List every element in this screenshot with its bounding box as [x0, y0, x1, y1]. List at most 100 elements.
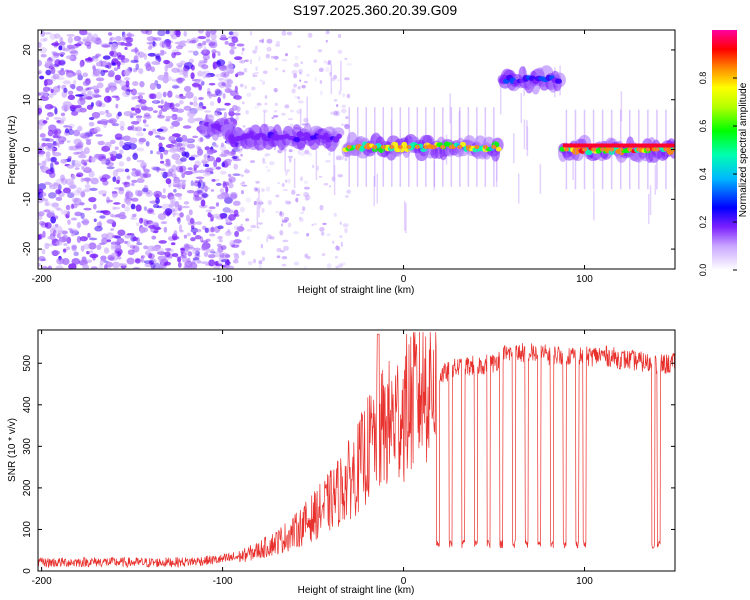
heatmap-cell — [86, 90, 92, 98]
heatmap-cell — [108, 151, 116, 156]
heatmap-cell — [106, 119, 114, 123]
heatmap-cell — [47, 129, 54, 137]
heatmap-cell — [74, 211, 83, 217]
heatmap-cell — [270, 55, 275, 59]
heatmap-cell — [63, 125, 70, 128]
bottom-axes: -200 -100 0 100 0 100 200 300 400 500 — [22, 330, 675, 587]
heatmap-cell — [297, 96, 300, 100]
heatmap-cell — [299, 151, 306, 157]
heatmap-cell — [482, 145, 488, 150]
heatmap-cell — [135, 189, 139, 196]
heatmap-cell — [304, 149, 310, 155]
heatmap-cell — [135, 222, 140, 226]
heatmap-cell — [210, 33, 217, 40]
heatmap-cell — [59, 52, 66, 56]
heatmap-cell — [321, 253, 326, 256]
heatmap-cell — [204, 170, 214, 175]
heatmap-cell — [114, 133, 123, 140]
heatmap-cell — [99, 259, 104, 266]
heatmap-cell — [281, 112, 285, 116]
heatmap-cell — [44, 202, 52, 207]
heatmap-cell — [211, 179, 216, 182]
heatmap-streak — [526, 120, 528, 151]
heatmap-cell — [115, 153, 123, 160]
heatmap-cell — [284, 199, 288, 204]
heatmap-cell — [99, 242, 106, 246]
heatmap-cell — [56, 257, 65, 265]
heatmap-cell — [53, 117, 62, 120]
top-ytick-label: 0 — [22, 146, 33, 152]
heatmap-cell — [38, 162, 42, 166]
heatmap-cell — [297, 45, 301, 48]
heatmap-cell — [55, 196, 63, 201]
heatmap-cell — [157, 30, 166, 37]
heatmap-cell — [129, 244, 136, 249]
heatmap-cell — [202, 70, 210, 75]
heatmap-cell — [95, 210, 105, 213]
heatmap-cell — [264, 152, 269, 158]
heatmap-cell — [233, 259, 239, 264]
heatmap-cell — [50, 89, 54, 94]
heatmap-cell — [80, 191, 86, 198]
heatmap-cell — [62, 47, 71, 52]
heatmap-cell — [220, 245, 227, 250]
heatmap-cell — [39, 220, 46, 226]
heatmap-cell — [111, 62, 116, 66]
heatmap-cell — [226, 67, 235, 74]
heatmap-cell — [144, 123, 150, 127]
heatmap-cell — [39, 192, 47, 197]
heatmap-cell — [264, 102, 268, 106]
heatmap-cell — [245, 218, 250, 222]
heatmap-cell — [275, 40, 281, 46]
heatmap-cell — [130, 203, 136, 210]
heatmap-cell — [183, 30, 187, 37]
heatmap-cell — [80, 89, 88, 94]
heatmap-cell — [200, 261, 209, 264]
heatmap-cell — [65, 55, 74, 60]
heatmap-cell — [204, 227, 209, 233]
top-xtick-label: 0 — [401, 274, 407, 285]
heatmap-cell — [163, 102, 172, 110]
top-y-axis-label: Frequency (Hz) — [7, 116, 18, 185]
heatmap-cell — [88, 237, 98, 241]
heatmap-cell — [325, 159, 331, 163]
heatmap-cell — [222, 207, 231, 213]
heatmap-cell — [112, 194, 117, 199]
heatmap-cell — [173, 51, 182, 56]
heatmap-cell — [137, 51, 145, 58]
heatmap-cell — [261, 38, 264, 44]
heatmap-cell — [201, 125, 208, 130]
heatmap-cell — [293, 62, 300, 68]
heatmap-cell — [87, 232, 91, 238]
heatmap-cell — [165, 40, 171, 48]
heatmap-cell — [269, 236, 275, 240]
heatmap-cell — [258, 56, 261, 62]
heatmap-cell — [239, 206, 245, 213]
heatmap-cell — [149, 150, 154, 155]
heatmap-cell — [224, 87, 232, 94]
heatmap-cell — [175, 94, 180, 99]
heatmap-cell — [172, 210, 176, 218]
heatmap-cell — [42, 86, 51, 92]
heatmap-cell — [192, 50, 199, 56]
heatmap-cell — [77, 98, 86, 106]
heatmap-cell — [95, 54, 100, 59]
heatmap-cell — [344, 57, 348, 60]
heatmap-cell — [93, 126, 101, 133]
heatmap-cell — [58, 69, 66, 76]
heatmap-streak — [512, 133, 515, 164]
heatmap-cell — [98, 263, 104, 269]
heatmap-cell — [200, 159, 210, 164]
heatmap-cell — [115, 35, 122, 42]
heatmap-cell — [233, 163, 239, 170]
heatmap-streak — [299, 108, 302, 139]
heatmap-cell — [332, 240, 335, 244]
heatmap-cell — [205, 74, 212, 78]
heatmap-cell — [167, 90, 173, 98]
heatmap-cell — [164, 251, 171, 258]
heatmap-cell — [338, 89, 342, 96]
bottom-plot-frame — [37, 329, 676, 572]
heatmap-cell — [185, 214, 191, 222]
heatmap-cell — [104, 141, 112, 149]
heatmap-cell — [66, 140, 71, 143]
